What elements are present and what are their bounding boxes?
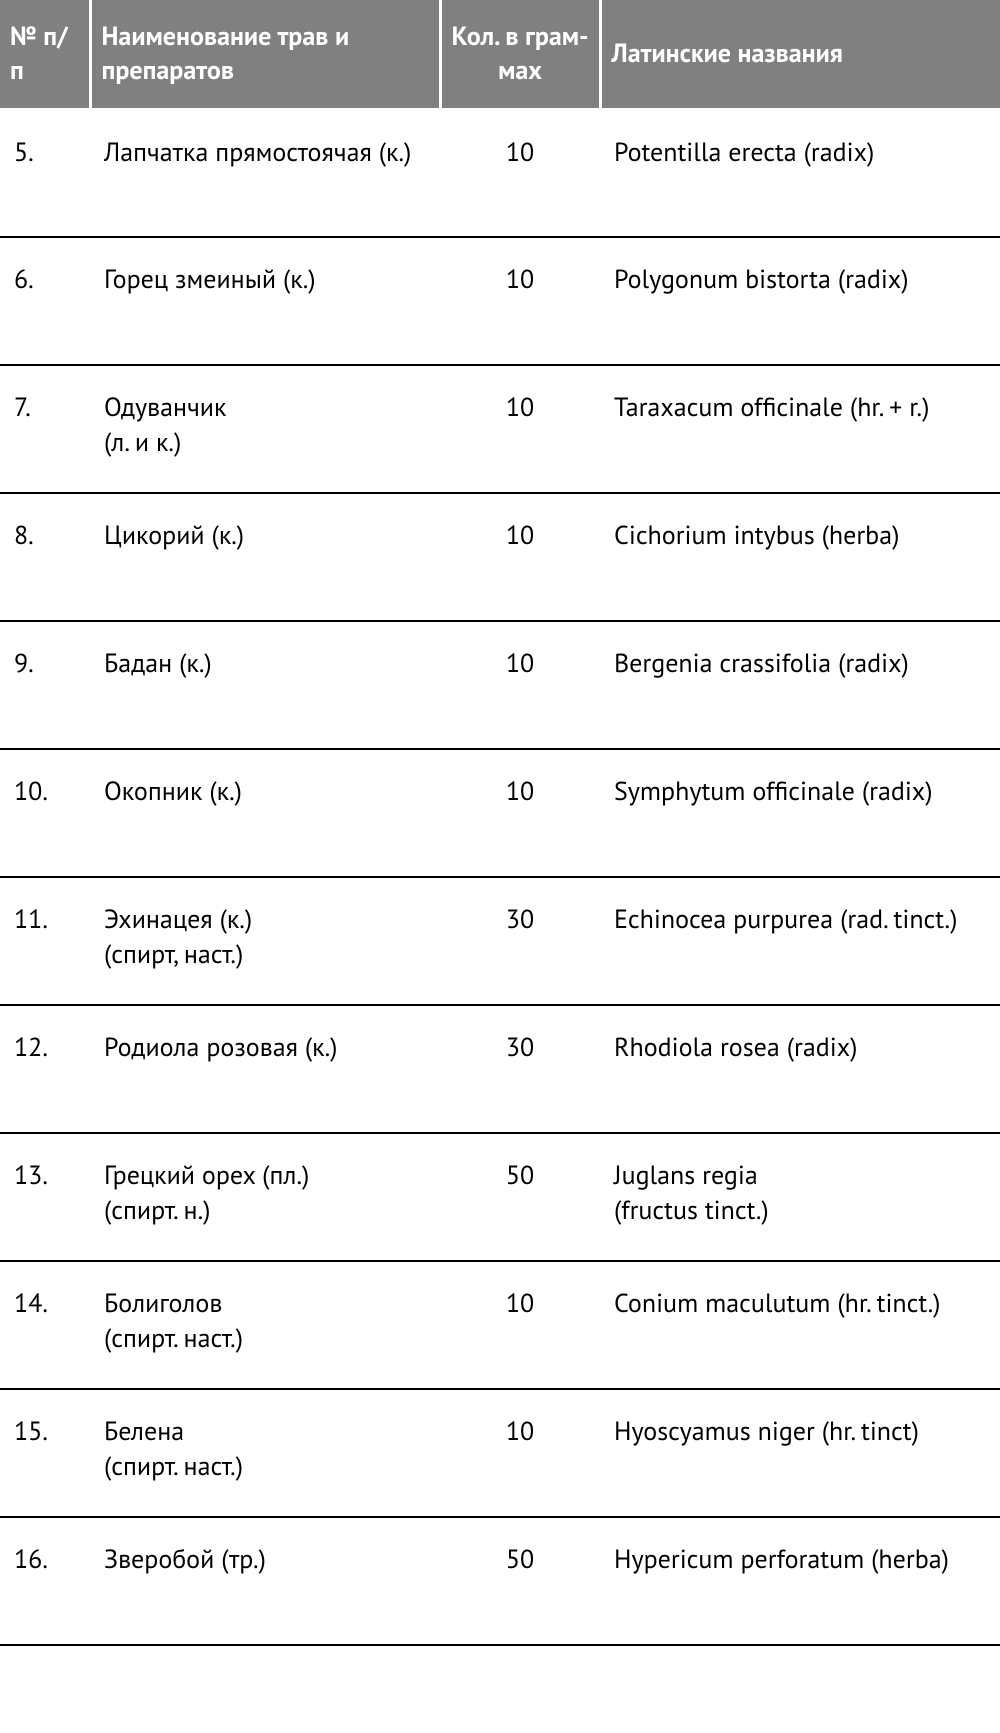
- cell-number: 16.: [0, 1517, 90, 1645]
- table-header: № п/п Наименование трав и препаратов Кол…: [0, 0, 1000, 109]
- cell-qty: 10: [440, 109, 600, 237]
- table-row: 10.Окопник (к.)10Symphytum officinale (r…: [0, 749, 1000, 877]
- cell-qty: 10: [440, 1389, 600, 1517]
- cell-name: Окопник (к.): [90, 749, 440, 877]
- cell-name: Одуванчик (л. и к.): [90, 365, 440, 493]
- cell-name: Цикорий (к.): [90, 493, 440, 621]
- cell-name: Бадан (к.): [90, 621, 440, 749]
- cell-name: Лапчатка прямостоя­чая (к.): [90, 109, 440, 237]
- table-row: 6.Горец змеиный (к.)10Polygonum bistorta…: [0, 237, 1000, 365]
- cell-latin: Bergenia crassifolia (radix): [600, 621, 1000, 749]
- cell-number: 15.: [0, 1389, 90, 1517]
- cell-latin: Potentilla erecta (radix): [600, 109, 1000, 237]
- cell-qty: 50: [440, 1133, 600, 1261]
- table-row: 14.Болиголов (спирт. наст.)10Conium macu…: [0, 1261, 1000, 1389]
- cell-name: Грецкий орех (пл.) (спирт. н.): [90, 1133, 440, 1261]
- table-body: 5.Лапчатка прямостоя­чая (к.)10Potentill…: [0, 109, 1000, 1645]
- cell-number: 11.: [0, 877, 90, 1005]
- cell-qty: 10: [440, 1261, 600, 1389]
- cell-number: 12.: [0, 1005, 90, 1133]
- table-row: 9.Бадан (к.)10Bergenia crassifolia (radi…: [0, 621, 1000, 749]
- cell-number: 5.: [0, 109, 90, 237]
- cell-latin: Cichorium intybus (herba): [600, 493, 1000, 621]
- cell-latin: Taraxacum officinale (hr. + r.): [600, 365, 1000, 493]
- table-row: 5.Лапчатка прямостоя­чая (к.)10Potentill…: [0, 109, 1000, 237]
- table-row: 11.Эхинацея (к.) (спирт, наст.)30Echinoc…: [0, 877, 1000, 1005]
- cell-latin: Hyoscyamus niger (hr. tinct): [600, 1389, 1000, 1517]
- cell-latin: Symphytum officinale (radix): [600, 749, 1000, 877]
- cell-name: Болиголов (спирт. наст.): [90, 1261, 440, 1389]
- cell-number: 9.: [0, 621, 90, 749]
- cell-qty: 10: [440, 365, 600, 493]
- cell-qty: 10: [440, 493, 600, 621]
- cell-latin: Conium maculutum (hr. tinct.): [600, 1261, 1000, 1389]
- cell-name: Горец змеиный (к.): [90, 237, 440, 365]
- cell-latin: Echinocea purpurea (rad. tinct.): [600, 877, 1000, 1005]
- cell-qty: 10: [440, 237, 600, 365]
- cell-qty: 30: [440, 877, 600, 1005]
- col-header-name: Наименование трав и препаратов: [90, 0, 440, 109]
- cell-latin: Polygonum bistorta (radix): [600, 237, 1000, 365]
- cell-name: Белена (спирт. наст.): [90, 1389, 440, 1517]
- herbs-table: № п/п Наименование трав и препаратов Кол…: [0, 0, 1000, 1646]
- cell-latin: Hypericum perforatum (herba): [600, 1517, 1000, 1645]
- cell-number: 13.: [0, 1133, 90, 1261]
- table-row: 15.Белена (спирт. наст.)10Hyoscyamus nig…: [0, 1389, 1000, 1517]
- cell-qty: 30: [440, 1005, 600, 1133]
- cell-number: 7.: [0, 365, 90, 493]
- col-header-qty: Кол. в грам­мах: [440, 0, 600, 109]
- cell-qty: 50: [440, 1517, 600, 1645]
- cell-name: Эхинацея (к.) (спирт, наст.): [90, 877, 440, 1005]
- cell-latin: Juglans regia (fructus tinct.): [600, 1133, 1000, 1261]
- cell-number: 6.: [0, 237, 90, 365]
- cell-number: 8.: [0, 493, 90, 621]
- cell-qty: 10: [440, 749, 600, 877]
- table-row: 13.Грецкий орех (пл.) (спирт. н.)50Jugla…: [0, 1133, 1000, 1261]
- cell-qty: 10: [440, 621, 600, 749]
- col-header-number: № п/п: [0, 0, 90, 109]
- col-header-latin: Латинские названия: [600, 0, 1000, 109]
- cell-name: Родиола розовая (к.): [90, 1005, 440, 1133]
- table-row: 12.Родиола розовая (к.)30Rhodiola rosea …: [0, 1005, 1000, 1133]
- table-row: 16.Зверобой (тр.)50Hypericum perforatum …: [0, 1517, 1000, 1645]
- cell-number: 14.: [0, 1261, 90, 1389]
- table-row: 7.Одуванчик (л. и к.)10Taraxacum officin…: [0, 365, 1000, 493]
- table-row: 8.Цикорий (к.)10Cichorium intybus (herba…: [0, 493, 1000, 621]
- cell-latin: Rhodiola rosea (radix): [600, 1005, 1000, 1133]
- cell-number: 10.: [0, 749, 90, 877]
- cell-name: Зверобой (тр.): [90, 1517, 440, 1645]
